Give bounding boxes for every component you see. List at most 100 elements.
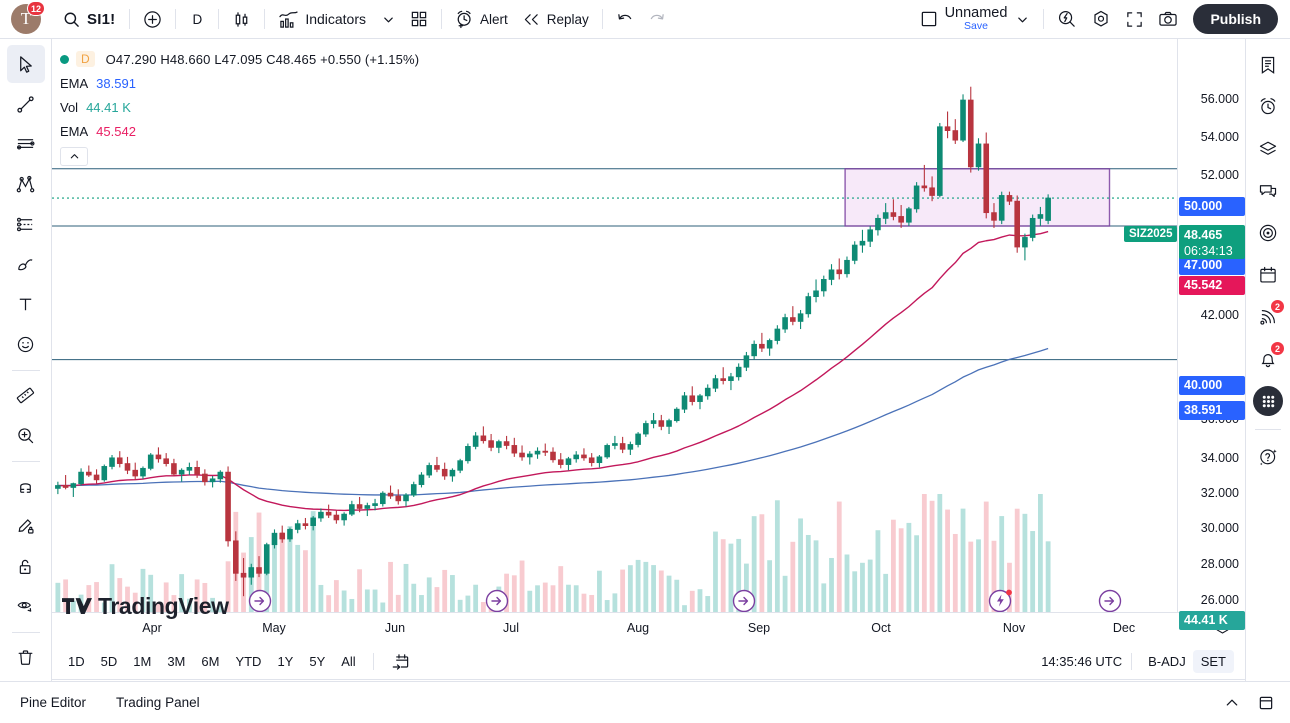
indicators-button[interactable]: Indicators [271,4,373,34]
divider [601,9,603,29]
tab-pine-editor[interactable]: Pine Editor [20,695,87,710]
range-button-1y[interactable]: 1Y [269,649,301,674]
chart-pane[interactable]: TradingView D O47.290 H48.660 L47.095 C4… [52,39,1245,642]
data-window-panel-button[interactable] [1250,131,1286,167]
range-button-5d[interactable]: 5D [93,649,126,674]
measure-tool[interactable] [7,376,45,414]
undo-button[interactable] [609,4,641,34]
replay-button[interactable]: Replay [515,4,596,34]
range-button-1m[interactable]: 1M [125,649,159,674]
range-button-1d[interactable]: 1D [60,649,93,674]
indicator-templates-button[interactable] [403,4,435,34]
stream-panel-button[interactable]: 2 [1250,299,1286,335]
remove-drawings-tool[interactable] [7,638,45,676]
hide-drawings-tool[interactable] [7,587,45,625]
compass-icon [1258,223,1278,243]
cursor-tool[interactable] [6,45,45,83]
notifications-panel-button[interactable]: 2 [1250,341,1286,377]
chevron-down-icon [382,13,395,26]
divider [129,9,131,29]
watchlist-panel-button[interactable] [1250,47,1286,83]
legend-volume-row[interactable]: Vol 44.41 K [60,95,419,119]
price-axis-label: 28.000 [1200,557,1239,571]
goto-date-button[interactable] [383,649,418,674]
quick-search-button[interactable] [1050,4,1084,34]
chevron-up-icon [69,151,80,162]
chat-panel-button[interactable] [1250,173,1286,209]
layout-dropdown-button[interactable] [1007,4,1037,34]
alert-button[interactable]: Alert [448,4,515,34]
time-axis-label: Sep [747,621,771,635]
range-button-3m[interactable]: 3M [159,649,193,674]
range-button-all[interactable]: All [333,649,363,674]
ideas-panel-button[interactable] [1250,215,1286,251]
trend-line-tool[interactable] [7,85,45,123]
indicator-templates-icon [410,10,428,28]
lock-drawings-tool[interactable] [7,547,45,585]
chart-plot-area[interactable]: TradingView [52,39,1177,642]
publish-button[interactable]: Publish [1193,4,1278,34]
brush-tool[interactable] [7,245,45,283]
pattern-tool[interactable] [7,165,45,203]
interval-button[interactable]: D [182,4,212,34]
left-drawing-toolbar [0,39,52,723]
add-symbol-icon [143,10,162,29]
indicators-dropdown-button[interactable] [373,4,403,34]
time-scale[interactable]: Apr May Jun Jul Aug Sep Oct Nov Dec [52,612,1245,642]
emoji-tool[interactable] [7,325,45,363]
session-set-button[interactable]: SET [1192,649,1234,673]
magnet-tool[interactable] [7,467,45,505]
contract-label[interactable]: SIZ2025 [1124,226,1178,242]
fullscreen-button[interactable] [1118,4,1151,34]
maximize-panel-button[interactable] [1252,689,1280,717]
legend-ema-slow-row[interactable]: EMA 45.542 [60,119,419,143]
range-button-5y[interactable]: 5Y [301,649,333,674]
camera-icon [1158,10,1178,28]
legend-symbol-row[interactable]: D O47.290 H48.660 L47.095 C48.465 +0.550… [60,47,419,71]
range-button-ytd[interactable]: YTD [227,649,269,674]
series-status-dot [60,54,69,64]
chart-style-button[interactable] [225,4,258,34]
padlock-icon [15,556,36,577]
chart-settings-button[interactable] [1084,4,1118,34]
time-axis-label: Jul [503,621,519,635]
layout-save-link[interactable]: Save [964,20,988,33]
drawing-mode-tool[interactable] [7,507,45,545]
price-scale[interactable]: 56.000 54.000 52.000 44.000 42.000 38.00… [1177,39,1245,642]
alerts-panel-button[interactable] [1250,89,1286,125]
adjustment-toggle[interactable]: B-ADJ [1148,653,1186,669]
ema-slow-price-tag: 38.591 [1179,401,1245,420]
bell-icon [1258,349,1278,369]
legend-interval-chip: D [76,51,95,67]
question-sparkle-icon [1258,446,1279,467]
last-price-tag: 48.465 06:34:13 [1179,225,1245,259]
collapse-panel-button[interactable] [1218,689,1246,717]
redo-button[interactable] [641,4,673,34]
snapshot-button[interactable] [1151,4,1185,34]
divider [1043,9,1045,29]
prediction-tool[interactable] [7,205,45,243]
layout-name-button[interactable]: Unnamed Save [945,5,1008,33]
symbol-search-button[interactable]: SI1! [55,4,123,34]
user-avatar[interactable]: T 12 [11,1,45,34]
tab-trading-panel[interactable]: Trading Panel [116,695,200,710]
zoom-tool[interactable] [7,416,45,454]
notifications-badge: 2 [1270,341,1285,356]
divider [175,9,177,29]
legend-ema-fast-row[interactable]: EMA 38.591 [60,71,419,95]
horizontal-lines-tool[interactable] [7,125,45,163]
layout-select-button[interactable] [913,4,945,34]
tradingview-watermark: TradingView [62,593,229,620]
apps-panel-button[interactable] [1250,383,1286,419]
calendar-panel-button[interactable] [1250,257,1286,293]
footer-actions [1218,689,1290,717]
help-panel-button[interactable] [1250,438,1286,474]
magnet-icon [15,476,36,497]
range-button-6m[interactable]: 6M [193,649,227,674]
chat-bubbles-icon [1258,181,1278,201]
add-symbol-button[interactable] [136,4,169,34]
legend-collapse-button[interactable] [60,147,88,166]
text-tool[interactable] [7,285,45,323]
footer-panel-bar: Pine Editor Trading Panel [0,681,1290,723]
price-axis-label: 30.000 [1200,521,1239,535]
